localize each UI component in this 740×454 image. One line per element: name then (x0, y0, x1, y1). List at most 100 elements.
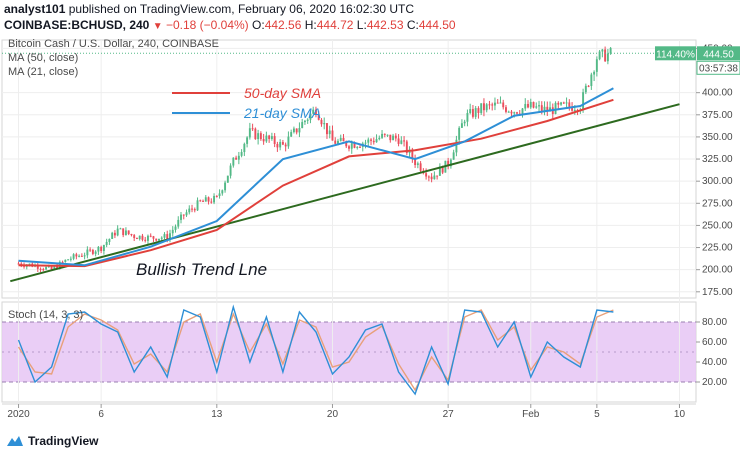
candle-body (174, 226, 177, 230)
candle-body (56, 266, 59, 269)
candle-body (372, 140, 375, 143)
candle-body (326, 123, 328, 135)
candle-body (182, 214, 185, 216)
candle-body (328, 130, 331, 135)
candle-body (166, 234, 169, 240)
candle-body (601, 49, 604, 52)
candle-body (383, 133, 386, 135)
candle-body (397, 138, 400, 144)
price-tick-label: 400.00 (702, 88, 733, 99)
time-tick-label: 6 (98, 409, 104, 420)
candle-body (94, 251, 97, 254)
candle-body (502, 102, 505, 108)
candle-body (562, 102, 565, 104)
candle-body (532, 101, 535, 108)
candle-body (510, 111, 513, 114)
candle-body (160, 237, 163, 239)
candle-body (466, 112, 469, 122)
candle-body (124, 230, 127, 236)
candle-body (430, 176, 433, 180)
candle-body (482, 103, 485, 111)
candle-body (505, 107, 507, 112)
candle-body (447, 160, 450, 167)
candle-body (169, 233, 171, 240)
candle-body (213, 195, 216, 203)
close-value: 444.50 (418, 18, 456, 32)
candle-body (91, 249, 94, 254)
candle-body (237, 155, 240, 160)
sma50-line (18, 98, 614, 268)
candle-body (149, 235, 152, 237)
stoch-k-line (17, 304, 614, 396)
candle-body (356, 146, 359, 148)
candle-body (72, 254, 75, 259)
candle-body (392, 135, 395, 141)
stoch-tick-label: 20.00 (702, 377, 727, 388)
candle-body (301, 122, 304, 129)
open-label: O: (252, 18, 265, 32)
percent-badge-label: 114.40% (656, 49, 695, 60)
candle-body (584, 85, 587, 93)
candle-body (507, 111, 510, 113)
high-label: H: (304, 18, 317, 32)
countdown-badge-label: 03:57:38 (699, 63, 738, 74)
candle-body (188, 208, 191, 213)
stoch-d-line (17, 309, 614, 392)
candle-body (378, 137, 381, 140)
candle-body (411, 149, 414, 159)
candle-body (557, 102, 560, 105)
candle-body (345, 141, 348, 147)
candle-body (113, 232, 116, 236)
stoch-tick-label: 40.00 (702, 357, 727, 368)
candle-body (262, 139, 265, 142)
candle-body (496, 102, 499, 104)
candle-body (414, 158, 417, 165)
candle-body (381, 133, 384, 138)
price-tick-label: 225.00 (702, 243, 733, 254)
candle-body (524, 103, 527, 109)
candle-body (292, 128, 295, 133)
candle-body (499, 102, 502, 104)
tradingview-footer[interactable]: TradingView (6, 434, 98, 448)
candle-body (386, 134, 389, 136)
candle-body (375, 139, 378, 143)
candle-body (268, 135, 271, 139)
candle-body (353, 143, 356, 148)
candle-body (215, 195, 218, 197)
candle-body (259, 133, 262, 140)
high-value: 444.72 (316, 18, 354, 32)
candle-body (389, 134, 392, 141)
candle-body (394, 135, 397, 139)
candle-body (309, 113, 312, 120)
candle-body (78, 255, 81, 257)
brand-label: TradingView (28, 434, 99, 448)
author-name[interactable]: analyst101 (4, 2, 66, 16)
candle-body (50, 265, 53, 270)
candle-body (350, 143, 353, 149)
candle-body (571, 106, 574, 111)
legend-title: Bitcoin Cash / U.S. Dollar, 240, COINBAS… (8, 38, 219, 50)
candle-body (339, 137, 342, 141)
candle-body (17, 263, 20, 265)
candle-body (130, 234, 133, 236)
candle-body (590, 74, 593, 86)
candle-body (573, 110, 576, 112)
candle-body (240, 152, 243, 156)
candle-body (367, 139, 370, 143)
candle-body (171, 229, 174, 234)
candle-body (61, 261, 64, 263)
bullish-trend-line (10, 103, 680, 283)
candle-body (75, 254, 78, 257)
candle-body (477, 108, 480, 114)
candle-body (425, 173, 428, 177)
candle-body (119, 228, 122, 230)
candle-body (39, 268, 42, 270)
candle-body (281, 142, 284, 145)
time-tick-label: 2020 (7, 409, 30, 420)
candle-body (403, 140, 406, 142)
candle-body (102, 245, 105, 251)
candle-body (298, 128, 301, 133)
candle-body (270, 136, 273, 139)
candle-body (177, 219, 180, 227)
